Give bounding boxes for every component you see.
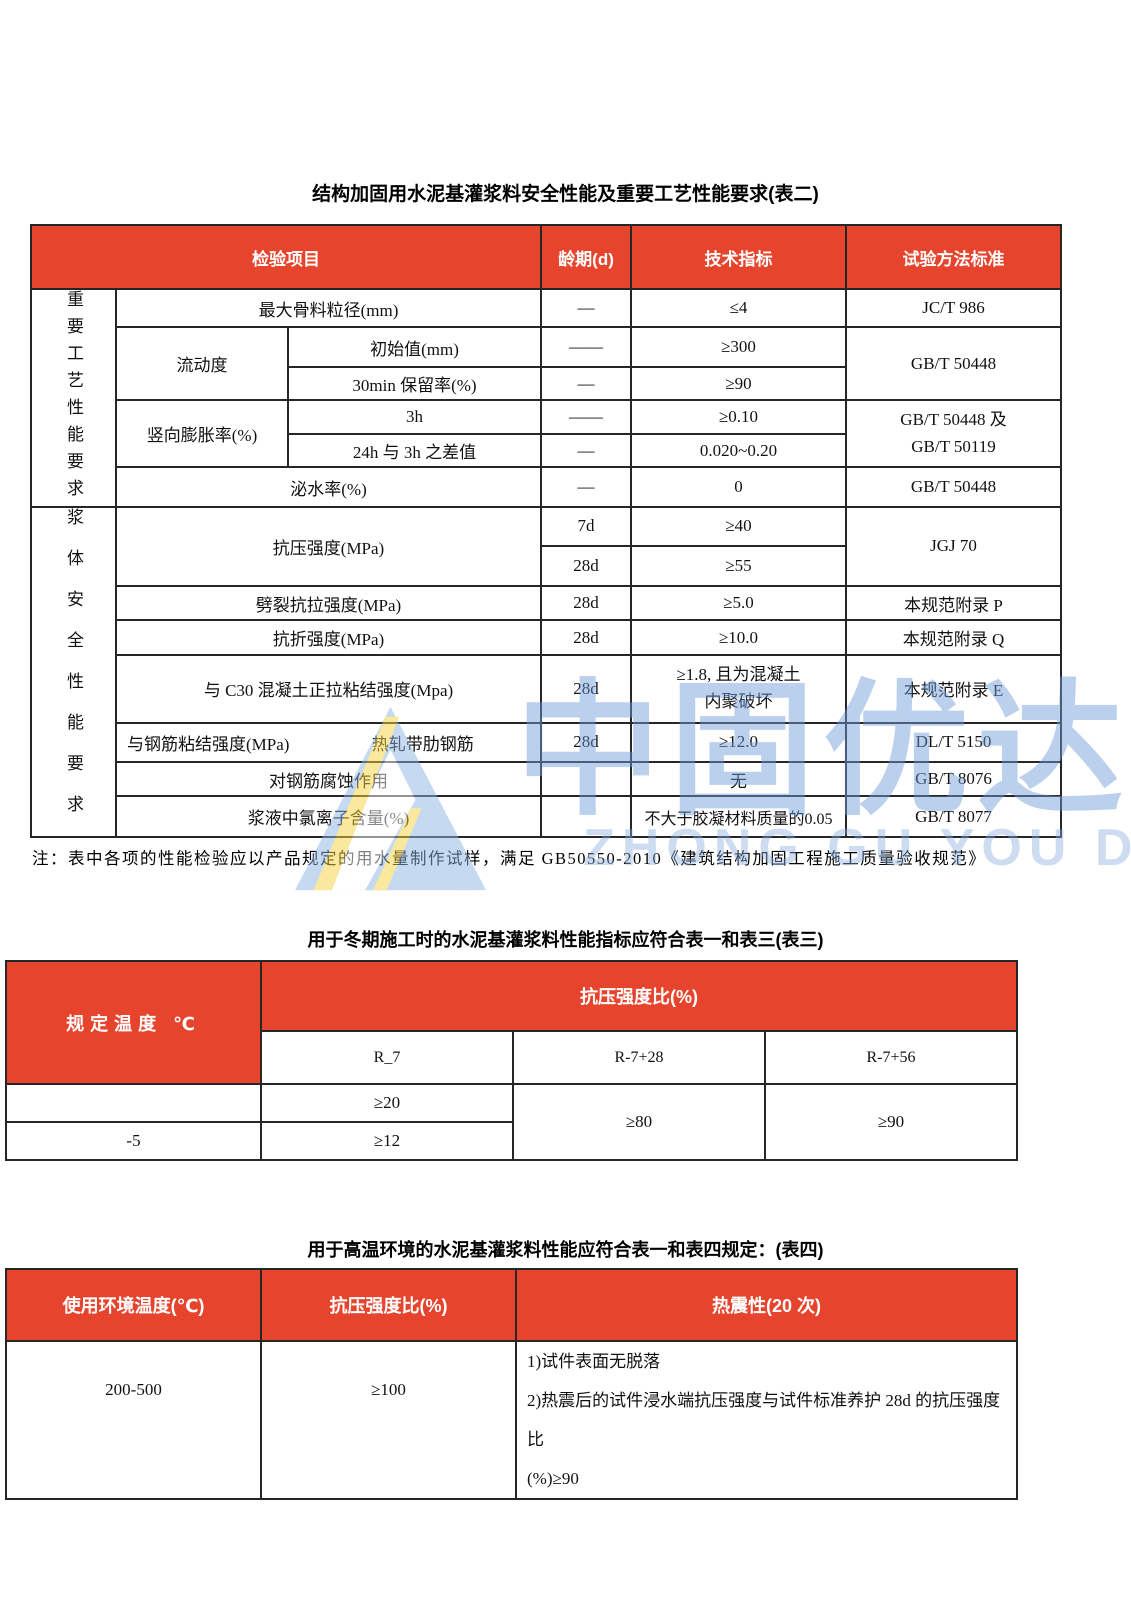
t3-subheader-r7-28: R-7+28 bbox=[512, 1030, 766, 1085]
t2-group2-label: 浆体安全性能要求 bbox=[64, 508, 83, 836]
t2-r2-age: —— bbox=[540, 326, 633, 368]
t2-r10-age: 28d bbox=[540, 619, 633, 657]
t2-r10-index: ≥10.0 bbox=[630, 619, 848, 657]
t2-r13-item: 对钢筋腐蚀作用 bbox=[114, 761, 543, 798]
t2-r4-standard-line2: GB/T 50119 bbox=[911, 436, 996, 456]
table2-title: 结构加固用水泥基灌浆料安全性能及重要工艺性能要求(表二) bbox=[312, 184, 819, 205]
t4-header-ratio: 抗压强度比(%) bbox=[260, 1268, 517, 1342]
t2-r5-sub: 24h 与 3h 之差值 bbox=[286, 433, 543, 468]
t2-r12-index: ≥12.0 bbox=[630, 721, 848, 764]
t2-group1-label: 重要工艺性能要求 bbox=[64, 290, 83, 506]
t4-thermal-line2: 2)热震后的试件浸水端抗压强度与试件标准养护 28d 的抗压强度比 bbox=[527, 1391, 1001, 1450]
t3-header-strength-ratio: 抗压强度比(%) bbox=[260, 960, 1018, 1032]
t2-r2-standard: GB/T 50448 bbox=[845, 326, 1063, 401]
t2-r4-standard: GB/T 50448 及 GB/T 50119 bbox=[845, 399, 1063, 468]
t2-r4-age: —— bbox=[540, 399, 633, 435]
t2-r4-standard-line1: GB/T 50448 及 bbox=[900, 410, 1007, 430]
t2-r14-item: 浆液中氯离子含量(%) bbox=[114, 795, 543, 838]
t2-r14-standard: GB/T 8077 bbox=[845, 795, 1063, 838]
t3-r2-temp: -5 bbox=[5, 1121, 262, 1161]
t3-subheader-r7: R_7 bbox=[260, 1030, 514, 1085]
t2-r13-standard: GB/T 8076 bbox=[845, 761, 1063, 798]
t2-r7-index: ≥40 bbox=[630, 506, 848, 547]
t2-r5-index: 0.020~0.20 bbox=[630, 433, 848, 468]
t2-r2-item-fluidity: 流动度 bbox=[115, 326, 289, 401]
t3-merged-r7-28: ≥80 bbox=[512, 1083, 766, 1161]
t2-r3-age: — bbox=[540, 366, 633, 401]
t2-r1-item: 最大骨料粒径(mm) bbox=[114, 288, 543, 328]
t2-r11-index-line1: ≥1.8, 且为混凝土 bbox=[676, 665, 801, 685]
table2-note: 注：表中各项的性能检验应以产品规定的用水量制作试样，满足 GB50550-201… bbox=[32, 849, 987, 868]
t2-header-index: 技术指标 bbox=[630, 224, 848, 290]
t2-r4-index: ≥0.10 bbox=[630, 399, 848, 435]
t3-merged-r7-56: ≥90 bbox=[764, 1083, 1018, 1161]
t2-r9-standard: 本规范附录 P bbox=[845, 584, 1063, 622]
t2-header-standard: 试验方法标准 bbox=[845, 224, 1063, 290]
t2-r12-age: 28d bbox=[540, 721, 633, 764]
t2-r1-standard: JC/T 986 bbox=[845, 288, 1063, 328]
t2-r3-sub: 30min 保留率(%) bbox=[286, 366, 543, 401]
t2-r8-index: ≥55 bbox=[630, 544, 848, 587]
t2-r13-age bbox=[540, 761, 633, 798]
t4-header-temp: 使用环境温度(℃) bbox=[5, 1268, 262, 1342]
t3-r1-r7: ≥20 bbox=[260, 1083, 514, 1123]
t2-r12-item-main: 与钢筋粘结强度(MPa) bbox=[127, 734, 290, 754]
t2-r11-standard: 本规范附录 E bbox=[845, 654, 1063, 724]
t2-r5-age: — bbox=[540, 433, 633, 468]
t2-r12-standard: DL/T 5150 bbox=[845, 721, 1063, 764]
t4-header-thermal: 热震性(20 次) bbox=[515, 1268, 1018, 1342]
t2-r11-index: ≥1.8, 且为混凝土 内聚破坏 bbox=[630, 654, 848, 724]
t2-r11-age: 28d bbox=[540, 654, 633, 724]
t3-header-temperature: 规定温度 ℃ bbox=[5, 960, 262, 1085]
t2-r12-item: 与钢筋粘结强度(MPa) 热轧带肋钢筋 bbox=[114, 721, 543, 764]
t2-r2-index: ≥300 bbox=[630, 326, 848, 368]
t2-r11-item: 与 C30 混凝土正拉粘结强度(Mpa) bbox=[114, 654, 543, 724]
t3-r1-temp bbox=[5, 1083, 262, 1123]
table-2-safety-performance: 检验项目 龄期(d) 技术指标 试验方法标准 重要工艺性能要求 最大骨料粒径(m… bbox=[29, 224, 1063, 838]
t2-r10-standard: 本规范附录 Q bbox=[845, 619, 1063, 657]
t4-thermal-line3: (%)≥90 bbox=[527, 1469, 579, 1489]
t2-r6-age: — bbox=[540, 466, 633, 508]
t2-header-age: 龄期(d) bbox=[540, 224, 633, 290]
t2-r14-index: 不大于胶凝材料质量的0.05 bbox=[630, 795, 848, 838]
t2-r4-item-expansion: 竖向膨胀率(%) bbox=[115, 399, 289, 468]
t2-r7-item: 抗压强度(MPa) bbox=[114, 506, 543, 587]
t2-r12-item-rebar: 热轧带肋钢筋 bbox=[371, 734, 474, 754]
t2-r2-sub: 初始值(mm) bbox=[286, 326, 543, 368]
table-3-winter-construction: 规定温度 ℃ 抗压强度比(%) R_7 R-7+28 R-7+56 ≥20 ≥8… bbox=[5, 960, 1018, 1161]
t4-r1-temp: 200-500 bbox=[5, 1339, 262, 1501]
t2-group-process-requirements: 重要工艺性能要求 bbox=[30, 288, 117, 508]
t2-r9-age: 28d bbox=[540, 584, 633, 622]
t4-thermal-line1: 1)试件表面无脱落 bbox=[527, 1352, 661, 1371]
t3-subheader-r7-56: R-7+56 bbox=[764, 1030, 1018, 1085]
t2-r7-age: 7d bbox=[540, 506, 633, 547]
t2-r6-standard: GB/T 50448 bbox=[845, 466, 1063, 508]
t2-header-item: 检验项目 bbox=[29, 224, 543, 290]
t2-r1-index: ≤4 bbox=[630, 288, 848, 328]
table3-title: 用于冬期施工时的水泥基灌浆料性能指标应符合表一和表三(表三) bbox=[307, 930, 824, 950]
table-4-high-temperature: 使用环境温度(℃) 抗压强度比(%) 热震性(20 次) 200-500 ≥10… bbox=[5, 1268, 1018, 1501]
t2-r9-item: 劈裂抗拉强度(MPa) bbox=[114, 584, 543, 622]
t2-r6-index: 0 bbox=[630, 466, 848, 508]
t2-r4-sub: 3h bbox=[286, 399, 543, 435]
t3-r2-r7: ≥12 bbox=[260, 1121, 514, 1161]
t2-r14-age bbox=[540, 795, 633, 838]
t2-r3-index: ≥90 bbox=[630, 366, 848, 401]
t4-r1-thermal: 1)试件表面无脱落 2)热震后的试件浸水端抗压强度与试件标准养护 28d 的抗压… bbox=[515, 1339, 1018, 1501]
t2-r13-index: 无 bbox=[630, 761, 848, 798]
table4-title: 用于高温环境的水泥基灌浆料性能应符合表一和表四规定：(表四) bbox=[307, 1240, 824, 1260]
t2-r1-age: — bbox=[540, 288, 633, 328]
t2-r9-index: ≥5.0 bbox=[630, 584, 848, 622]
t4-r1-ratio: ≥100 bbox=[260, 1339, 517, 1501]
t2-r10-item: 抗折强度(MPa) bbox=[114, 619, 543, 657]
t2-r6-item: 泌水率(%) bbox=[114, 466, 543, 508]
t2-r11-index-line2: 内聚破坏 bbox=[704, 691, 773, 711]
t2-r8-age: 28d bbox=[540, 544, 633, 587]
t2-group-safety-performance: 浆体安全性能要求 bbox=[30, 506, 117, 838]
t2-r7-standard: JGJ 70 bbox=[845, 506, 1063, 587]
